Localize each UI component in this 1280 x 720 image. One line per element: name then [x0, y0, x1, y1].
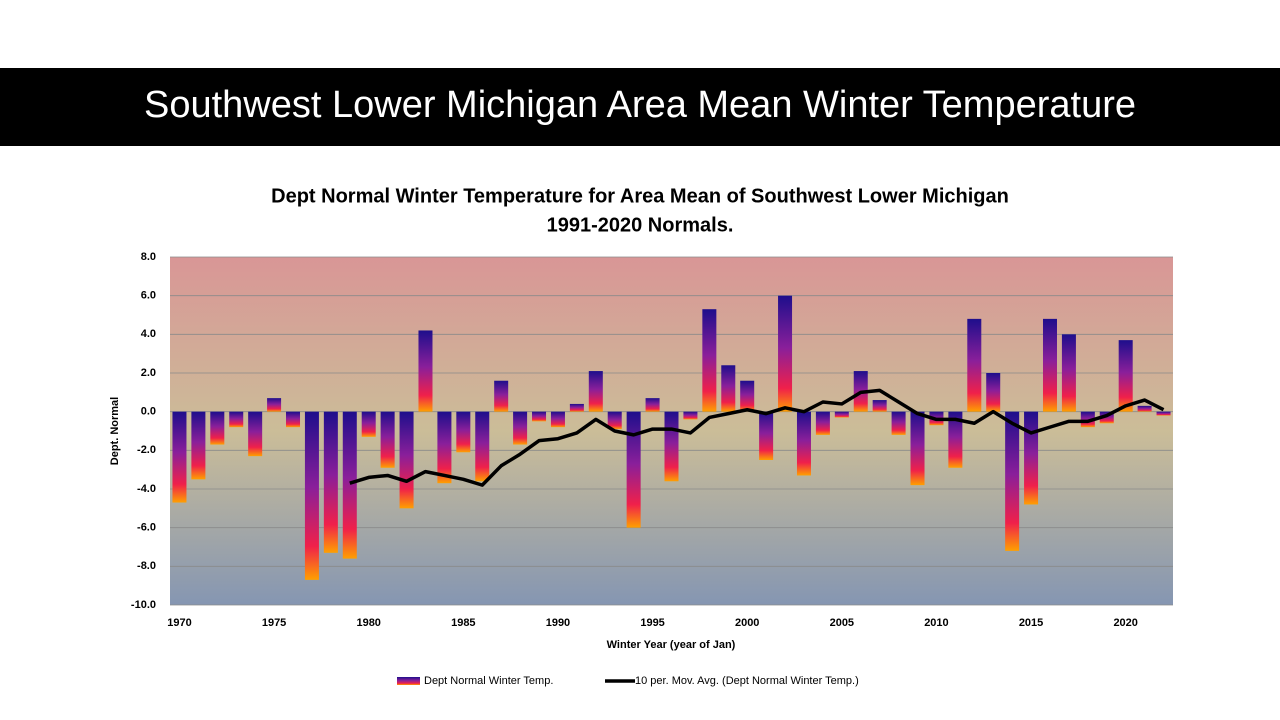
bar	[569, 403, 584, 412]
bar	[588, 371, 603, 412]
legend-swatch	[397, 677, 420, 685]
bar	[323, 411, 338, 553]
title-band	[0, 68, 1280, 146]
bar	[399, 411, 414, 509]
bar	[986, 373, 1001, 412]
chart-subtitle: 1991-2020 Normals.	[547, 214, 734, 236]
x-axis-label: Winter Year (year of Jan)	[607, 639, 736, 651]
bar	[550, 411, 565, 428]
bar	[210, 411, 225, 445]
y-tick-label: 6.0	[141, 290, 156, 302]
x-tick-label: 1975	[262, 617, 286, 629]
bar	[1005, 411, 1020, 551]
x-tick-label: 2020	[1113, 617, 1137, 629]
bar	[948, 411, 963, 468]
bar	[342, 411, 357, 559]
bar	[759, 411, 774, 460]
bar	[229, 411, 244, 428]
y-tick-label: 2.0	[141, 367, 156, 379]
bar	[683, 411, 698, 420]
bar	[778, 295, 793, 412]
y-axis-label: Dept. Normal	[109, 397, 121, 465]
bar	[1042, 318, 1057, 412]
bar	[1099, 411, 1114, 424]
bar	[1118, 340, 1133, 412]
x-tick-label: 2015	[1019, 617, 1043, 629]
bar	[702, 309, 717, 412]
x-tick-label: 1995	[640, 617, 664, 629]
moving-average-line	[349, 388, 1165, 487]
bar	[740, 380, 755, 412]
bar	[1061, 334, 1076, 412]
x-tick-label: 1990	[546, 617, 570, 629]
x-tick-label: 1985	[451, 617, 475, 629]
bar	[967, 318, 982, 412]
bar	[304, 411, 319, 580]
bar	[248, 411, 263, 457]
bar	[172, 411, 187, 503]
y-tick-label: -4.0	[137, 483, 156, 495]
bar	[380, 411, 395, 468]
bar	[1156, 411, 1171, 416]
bar	[626, 411, 641, 528]
y-tick-label: -8.0	[137, 560, 156, 572]
bar	[418, 330, 433, 412]
bar	[607, 411, 622, 430]
bar	[721, 365, 736, 412]
bar	[645, 398, 660, 412]
y-tick-label: -2.0	[137, 444, 156, 456]
y-tick-label: 8.0	[141, 251, 156, 263]
bar	[191, 411, 206, 480]
bar	[891, 411, 906, 435]
chart-title: Dept Normal Winter Temperature for Area …	[271, 185, 1009, 207]
y-tick-label: -10.0	[131, 599, 156, 611]
bar	[513, 411, 528, 445]
bar	[286, 411, 301, 428]
page-title: Southwest Lower Michigan Area Mean Winte…	[144, 84, 1136, 126]
legend-label: 10 per. Mov. Avg. (Dept Normal Winter Te…	[635, 675, 859, 687]
bar	[815, 411, 830, 435]
x-tick-label: 2000	[735, 617, 759, 629]
x-tick-label: 2010	[924, 617, 948, 629]
legend-label: Dept Normal Winter Temp.	[424, 675, 553, 687]
bar	[437, 411, 452, 484]
bar	[1024, 411, 1039, 505]
bar	[267, 398, 282, 412]
bar	[664, 411, 679, 482]
x-tick-label: 1970	[167, 617, 191, 629]
bar	[834, 411, 849, 418]
bar	[532, 411, 547, 422]
bar	[475, 411, 490, 482]
bar	[1137, 405, 1152, 412]
bar	[456, 411, 471, 453]
bar	[796, 411, 811, 476]
y-tick-label: 4.0	[141, 328, 156, 340]
x-tick-label: 2005	[830, 617, 854, 629]
x-tick-label: 1980	[356, 617, 380, 629]
bar	[1080, 411, 1095, 428]
y-tick-label: -6.0	[137, 522, 156, 534]
y-tick-label: 0.0	[141, 406, 156, 418]
bar	[494, 380, 509, 412]
bar	[872, 400, 887, 412]
bar	[361, 411, 376, 437]
bar	[910, 411, 925, 486]
